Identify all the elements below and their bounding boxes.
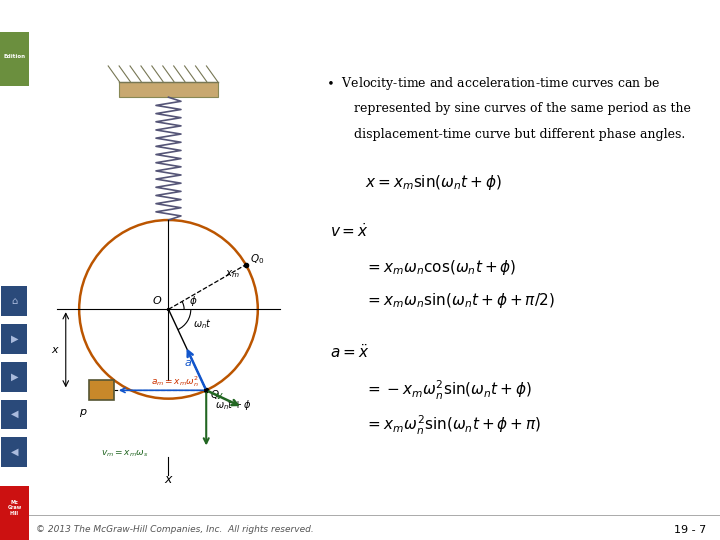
Text: $\omega_n t + \phi$: $\omega_n t + \phi$	[215, 398, 252, 412]
Text: $= -x_m \omega_n^2 \sin(\omega_n t + \phi)$: $= -x_m \omega_n^2 \sin(\omega_n t + \ph…	[366, 379, 533, 402]
Text: $v_m = x_m \omega_s$: $v_m = x_m \omega_s$	[102, 448, 149, 458]
FancyBboxPatch shape	[1, 286, 27, 316]
Text: Edition: Edition	[4, 54, 25, 59]
Text: represented by sine curves of the same period as the: represented by sine curves of the same p…	[354, 102, 690, 114]
Text: $a = \ddot{x}$: $a = \ddot{x}$	[330, 343, 369, 361]
FancyBboxPatch shape	[1, 324, 27, 354]
Text: © 2013 The McGraw-Hill Companies, Inc.  All rights reserved.: © 2013 The McGraw-Hill Companies, Inc. A…	[36, 525, 313, 534]
Text: Tenth: Tenth	[6, 22, 23, 26]
Text: ◀: ◀	[11, 447, 18, 457]
Text: x: x	[51, 345, 58, 355]
Text: $Q_0$: $Q_0$	[251, 252, 264, 266]
Text: $Q$: $Q$	[210, 388, 220, 401]
Text: ▶: ▶	[11, 372, 18, 381]
Text: displacement-time curve but different phase angles.: displacement-time curve but different ph…	[354, 128, 685, 141]
Text: $v = \dot{x}$: $v = \dot{x}$	[330, 222, 369, 240]
Text: a: a	[184, 358, 192, 368]
FancyBboxPatch shape	[1, 400, 27, 429]
Text: $x_m$: $x_m$	[225, 268, 240, 280]
Text: v: v	[215, 391, 222, 401]
Text: $= x_m \omega_n \sin(\omega_n t + \phi + \pi/2)$: $= x_m \omega_n \sin(\omega_n t + \phi +…	[366, 292, 555, 310]
Text: p: p	[79, 407, 86, 417]
Text: Vector Mechanics for Engineers: Dynamics: Vector Mechanics for Engineers: Dynamics	[37, 5, 605, 30]
Text: ◀: ◀	[11, 409, 18, 419]
Text: $\phi$: $\phi$	[189, 294, 197, 308]
Text: Free Vibrations of Particles.  Simple Harmonic Motion: Free Vibrations of Particles. Simple Har…	[37, 40, 563, 58]
Text: 19 - 7: 19 - 7	[674, 524, 706, 535]
Text: $a_m = x_m \omega_n^2$: $a_m = x_m \omega_n^2$	[150, 375, 199, 389]
Bar	[120, 82, 217, 97]
Text: $= x_m \omega_n^2 \sin(\omega_n t + \phi + \pi)$: $= x_m \omega_n^2 \sin(\omega_n t + \phi…	[366, 414, 541, 437]
Bar	[89, 380, 114, 400]
Text: ⌂: ⌂	[12, 296, 17, 306]
FancyBboxPatch shape	[1, 362, 27, 392]
FancyBboxPatch shape	[1, 437, 27, 467]
Bar	[0, 486, 29, 540]
Text: O: O	[153, 296, 161, 306]
Text: x: x	[165, 472, 172, 485]
Bar	[0, 32, 29, 86]
Text: Mc
Graw
Hill: Mc Graw Hill	[7, 500, 22, 516]
Text: $= x_m \omega_n \cos(\omega_n t + \phi)$: $= x_m \omega_n \cos(\omega_n t + \phi)$	[366, 258, 517, 277]
Text: $\omega_n t$: $\omega_n t$	[193, 317, 212, 331]
Text: $x = x_m \sin(\omega_n t + \phi)$: $x = x_m \sin(\omega_n t + \phi)$	[366, 173, 503, 192]
Text: $\bullet$  Velocity-time and acceleration-time curves can be: $\bullet$ Velocity-time and acceleration…	[326, 75, 661, 92]
Text: ▶: ▶	[11, 334, 18, 343]
